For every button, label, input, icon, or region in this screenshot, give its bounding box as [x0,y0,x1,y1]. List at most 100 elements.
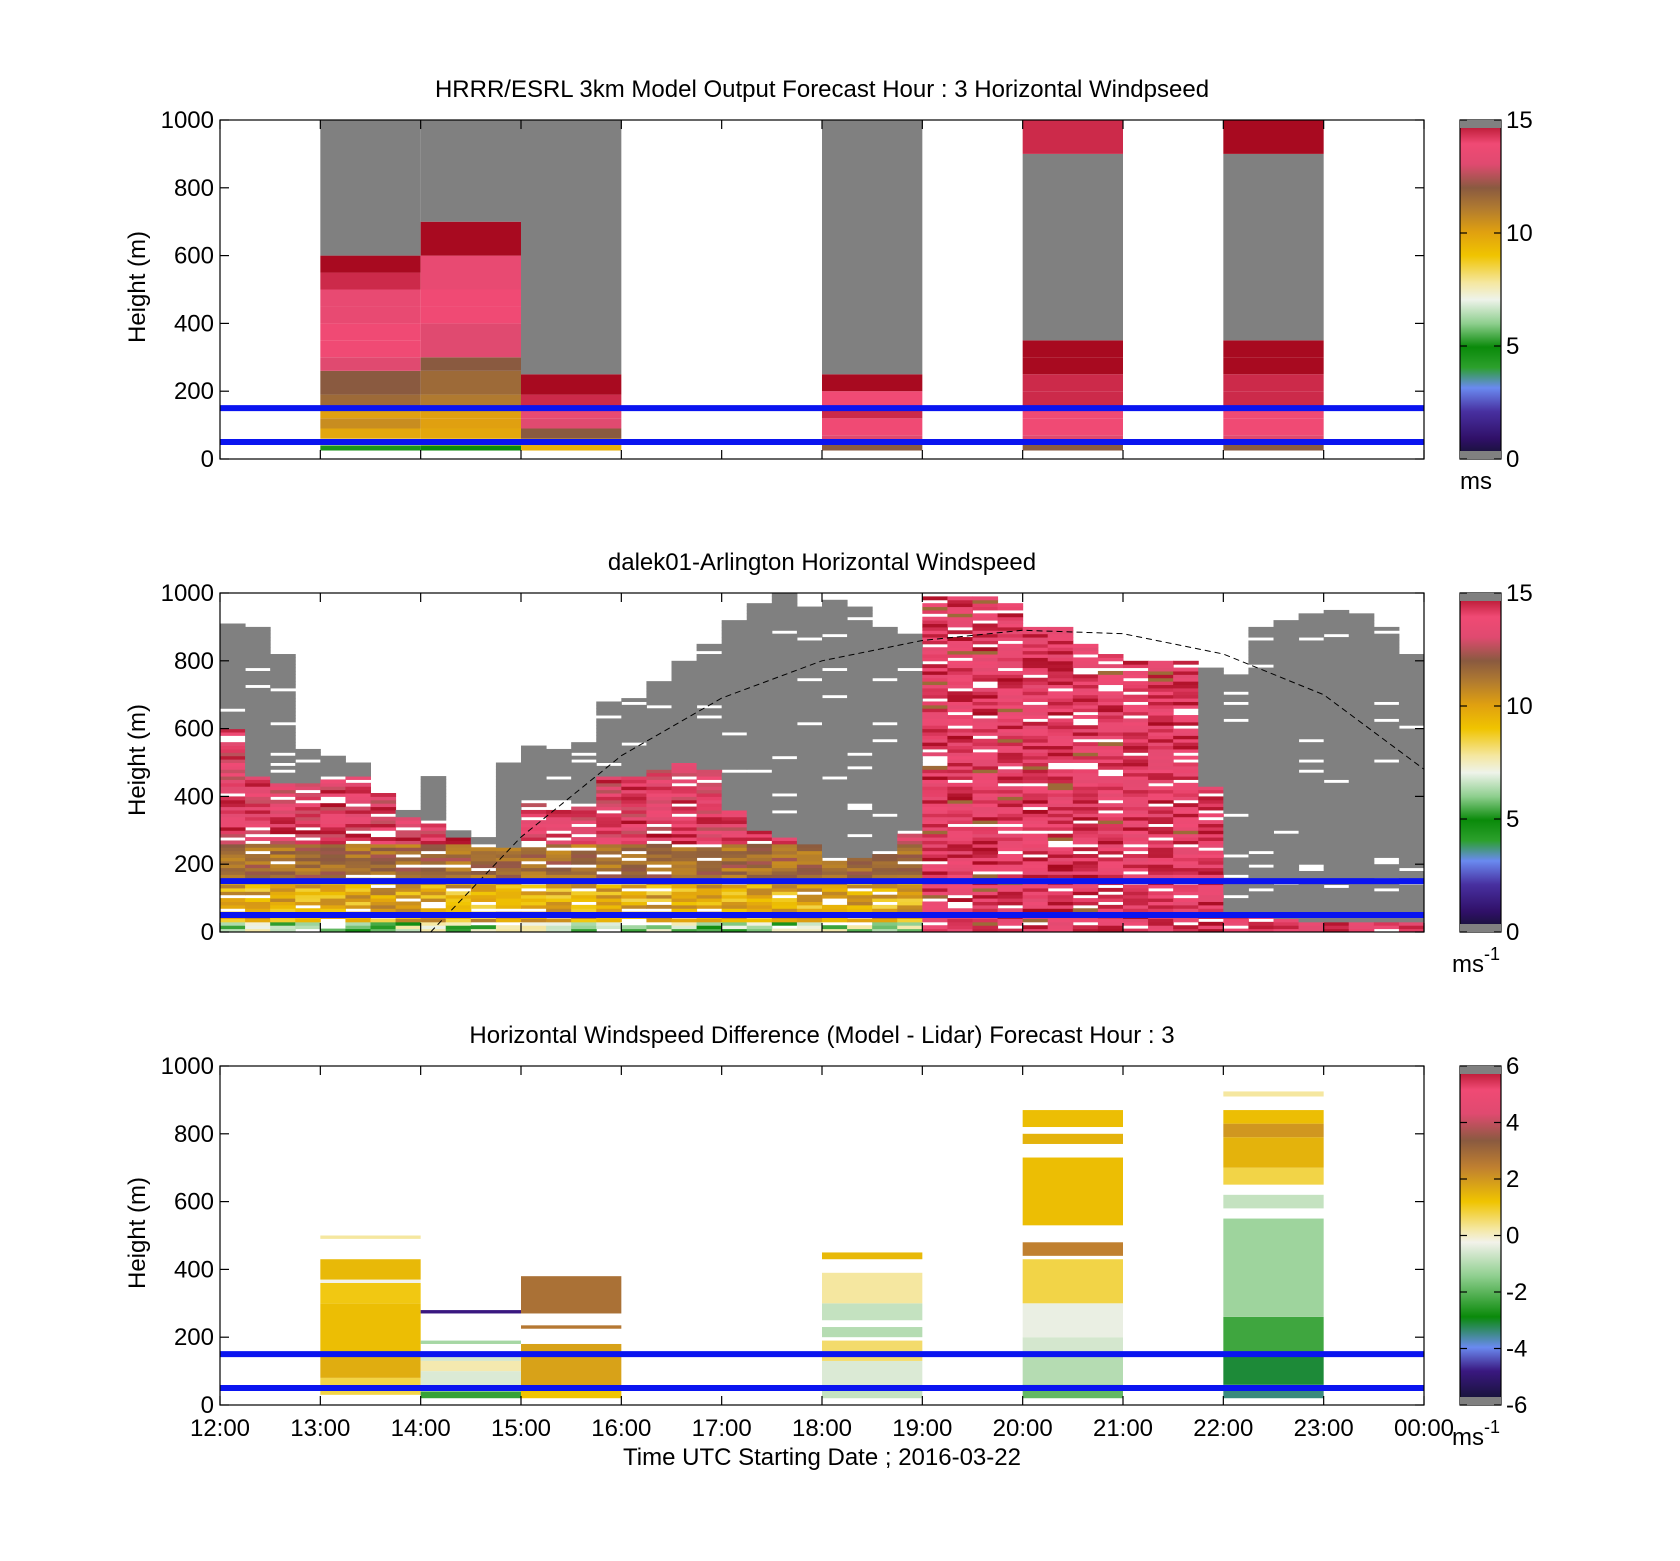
lidar-cell [295,793,321,797]
lidar-cell [1148,799,1174,804]
lidar-cell [1373,745,1400,750]
lidar-cell [721,904,748,909]
lidar-cell [596,843,622,848]
lidar-cell [671,789,698,794]
lidar-cell [771,870,798,875]
lidar-cell [1022,776,1049,780]
lidar-cell [245,786,271,791]
lidar-cell [1273,796,1300,801]
lidar-cell [295,755,321,760]
lidar-cell [771,718,798,723]
lidar-cell [596,704,622,709]
lidar-cell [495,820,522,825]
lidar-cell [972,721,999,726]
lidar-cell [922,694,948,699]
lidar-cell [972,654,999,658]
cell-5-band-8 [1223,153,1324,341]
lidar-cell [1022,660,1049,665]
lidar-cell [646,698,672,702]
lidar-cell [245,626,271,631]
lidar-cell [897,799,923,804]
lidar-cell [771,721,798,726]
lidar-cell [646,860,672,865]
lidar-cell [1248,891,1274,896]
lidar-cell [1223,684,1249,689]
cell-0-band-0 [320,445,421,451]
lidar-cell [872,908,898,913]
lidar-cell [771,620,798,625]
lidar-cell [245,887,271,892]
lidar-cell [320,759,346,763]
lidar-cell [596,833,622,838]
lidar-cell [245,928,271,933]
lidar-cell [245,918,271,923]
lidar-cell [245,677,271,682]
lidar-cell [1072,677,1099,682]
lidar-cell [1273,898,1300,902]
lidar-cell [847,830,873,835]
lidar-cell [1323,681,1350,686]
lidar-cell [245,637,271,641]
x-tick-label: 12:00 [190,1415,250,1442]
lidar-cell [822,799,848,804]
lidar-cell [571,813,597,818]
lidar-cell [370,799,397,804]
lidar-cell [1047,691,1074,696]
lidar-cell [746,884,773,889]
cell-4-band-6 [1022,1157,1123,1226]
lidar-cell [822,654,848,658]
lidar-cell [1323,843,1350,848]
lidar-cell [721,711,748,716]
lidar-cell [746,684,773,689]
lidar-cell [872,809,898,814]
lidar-cell [420,894,447,899]
lidar-cell [972,725,999,730]
lidar-cell [847,894,873,899]
lidar-cell [621,843,647,848]
lidar-cell [1223,772,1249,777]
cell-5-band-7 [1223,340,1324,358]
lidar-cell [646,687,672,692]
lidar-cell [420,843,447,848]
lidar-cell [897,637,923,641]
lidar-cell [295,850,321,855]
lidar-cell [796,901,823,906]
lidar-cell [1047,904,1074,909]
lidar-cell [1173,884,1199,889]
lidar-cell [1148,806,1174,811]
lidar-cell [1398,701,1425,706]
lidar-cell [1373,677,1400,682]
lidar-cell [1123,891,1149,896]
lidar-cell [822,620,848,625]
y-tick-label: 600 [174,1189,214,1216]
lidar-cell [596,725,622,730]
lidar-cell [997,654,1024,658]
lidar-cell [1323,657,1350,662]
lidar-cell [546,823,572,828]
lidar-cell [1398,854,1425,858]
lidar-cell [771,847,798,852]
lidar-cell [1323,701,1350,706]
lidar-cell [1398,870,1425,875]
lidar-cell [1173,698,1199,702]
lidar-cell [721,640,748,645]
cell-0-band-4 [320,1282,421,1304]
lidar-cell [621,867,647,872]
lidar-cell [746,633,773,638]
lidar-cell [1072,799,1099,804]
lidar-cell [746,857,773,862]
lidar-cell [997,887,1024,892]
lidar-cell [571,776,597,780]
lidar-cell [822,623,848,628]
lidar-cell [1298,701,1325,706]
x-tick-label: 18:00 [792,1415,852,1442]
lidar-cell [721,874,748,879]
lidar-cell [746,786,773,791]
lidar-cell [997,603,1024,608]
lidar-cell [295,809,321,814]
lidar-cell [621,806,647,811]
lidar-cell [621,820,647,825]
lidar-cell [220,809,246,814]
lidar-cell [721,674,748,679]
lidar-cell [822,670,848,675]
